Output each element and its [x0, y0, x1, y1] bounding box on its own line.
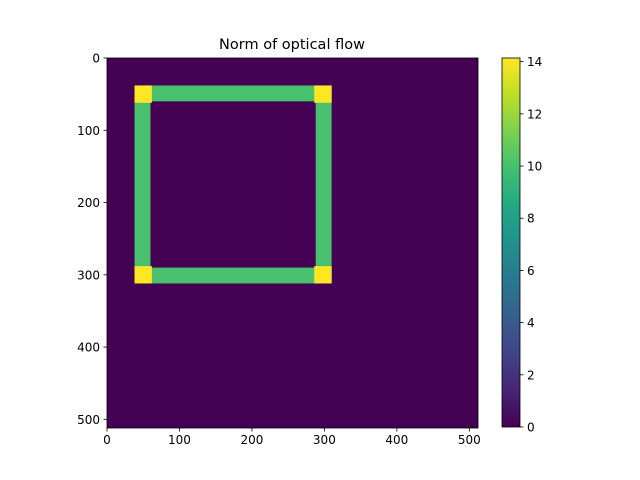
y-tick-label: 100: [77, 124, 100, 138]
colorbar-tick-label: 8: [527, 212, 535, 226]
heatmap-region-bottom-edge: [134, 267, 332, 284]
colorbar-tick-label: 0: [527, 421, 535, 435]
x-tick-label: 300: [313, 433, 336, 447]
colorbar-tick-label: 12: [527, 107, 542, 121]
colorbar-tick-label: 4: [527, 316, 535, 330]
heatmap-frame: [106, 57, 479, 429]
colorbar-gradient: [501, 57, 521, 428]
colorbar-tick-label: 2: [527, 368, 535, 382]
heatmap-background: [107, 58, 478, 428]
heatmap-region-right-edge: [315, 85, 332, 284]
heatmap-region-top-left-corner: [134, 85, 152, 103]
y-tick-label: 0: [92, 52, 100, 66]
colorbar-tick-label: 10: [527, 160, 542, 174]
y-tick-label: 400: [77, 341, 100, 355]
heatmap-region-top-edge: [134, 85, 332, 102]
chart-title: Norm of optical flow: [219, 37, 365, 53]
colorbar-tick-label: 14: [527, 55, 542, 69]
colorbar: 0 2 4 6 8 10 12 14: [501, 55, 542, 435]
heatmap-region-top-right-corner: [314, 85, 332, 103]
x-tick-label: 0: [103, 433, 111, 447]
y-tick-label: 200: [77, 196, 100, 210]
x-tick-label: 500: [458, 433, 481, 447]
colorbar-tick-label: 6: [527, 264, 535, 278]
heatmap-region-bottom-left-corner: [134, 266, 152, 284]
x-tick-label: 100: [168, 433, 191, 447]
y-tick-label: 300: [77, 268, 100, 282]
heatmap-image: [107, 58, 478, 428]
x-tick-label: 200: [240, 433, 263, 447]
heatmap-region-left-edge: [134, 85, 151, 284]
heatmap-region-bottom-right-corner: [314, 266, 332, 284]
x-tick-label: 400: [385, 433, 408, 447]
y-tick-label: 500: [77, 413, 100, 427]
